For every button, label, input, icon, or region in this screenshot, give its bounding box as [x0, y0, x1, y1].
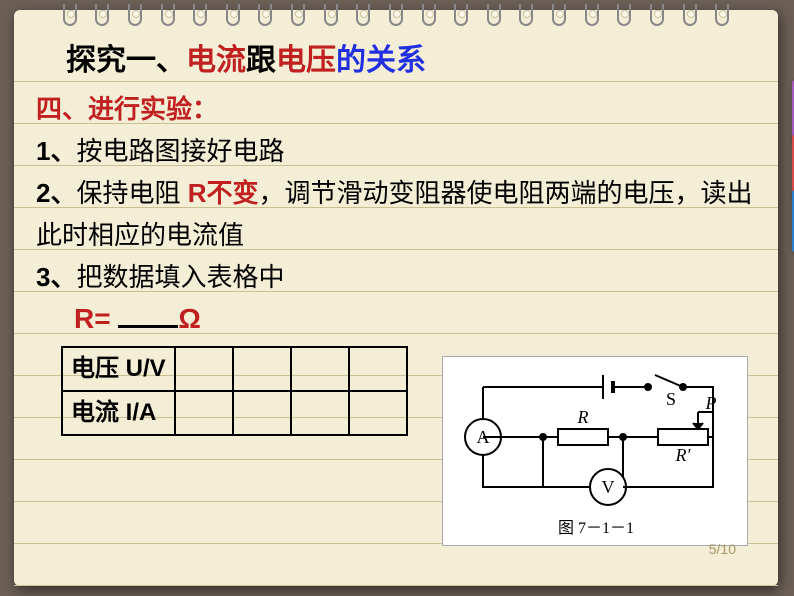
title-suffix: 的关系	[336, 44, 426, 77]
table-cell	[291, 347, 349, 391]
table-cell	[349, 391, 407, 435]
blank-underline	[118, 325, 178, 328]
circuit-diagram: A V S R R′ P 图 7－1－1	[442, 356, 748, 546]
title-red2: 电压	[276, 44, 336, 77]
title-prefix: 探究一、	[66, 44, 186, 77]
row-header-current: 电流 I/A	[62, 391, 175, 435]
ammeter-label: A	[477, 427, 490, 447]
formula-post: Ω	[178, 303, 200, 334]
switch-label: S	[666, 389, 676, 409]
step-1: 1、按电路图接好电路	[36, 130, 756, 172]
step-num: 3、	[36, 262, 76, 292]
spiral-binding	[14, 4, 778, 32]
title-mid: 跟	[246, 44, 276, 77]
step-text: 按电路图接好电路	[76, 136, 284, 166]
page-number: 5/10	[709, 528, 736, 570]
voltmeter-label: V	[602, 477, 615, 497]
formula-line: R= Ω	[74, 298, 756, 340]
step-3: 3、把数据填入表格中	[36, 256, 756, 298]
slider-label: P	[705, 393, 717, 413]
row-header-voltage: 电压 U/V	[62, 347, 175, 391]
page-title: 探究一、电流跟电压的关系	[66, 40, 756, 82]
title-red1: 电流	[186, 44, 246, 77]
content-area: 探究一、电流跟电压的关系 四、进行实验： 1、按电路图接好电路 2、保持电阻 R…	[36, 40, 756, 576]
step-text: 保持电阻	[76, 178, 187, 208]
table-cell	[291, 391, 349, 435]
table-cell	[233, 347, 291, 391]
table-cell	[233, 391, 291, 435]
table-cell	[349, 347, 407, 391]
step-num: 1、	[36, 136, 76, 166]
table-cell	[175, 347, 233, 391]
step-red: R不变	[188, 178, 259, 208]
step-num: 2、	[36, 178, 76, 208]
rheostat-label: R′	[675, 445, 692, 465]
step-text: 把数据填入表格中	[76, 262, 284, 292]
table-cell	[175, 391, 233, 435]
notebook-page: 探究一、电流跟电压的关系 四、进行实验： 1、按电路图接好电路 2、保持电阻 R…	[14, 10, 778, 586]
section-heading: 四、进行实验：	[36, 88, 756, 130]
step-2: 2、保持电阻 R不变，调节滑动变阻器使电阻两端的电压，读出此时相应的电流值	[36, 172, 756, 256]
table-row: 电压 U/V	[62, 347, 407, 391]
resistor-label: R	[577, 407, 589, 427]
formula-pre: R=	[74, 303, 118, 334]
table-row: 电流 I/A	[62, 391, 407, 435]
data-table: 电压 U/V 电流 I/A	[61, 346, 408, 436]
circuit-caption: 图 7－1－1	[558, 520, 634, 537]
